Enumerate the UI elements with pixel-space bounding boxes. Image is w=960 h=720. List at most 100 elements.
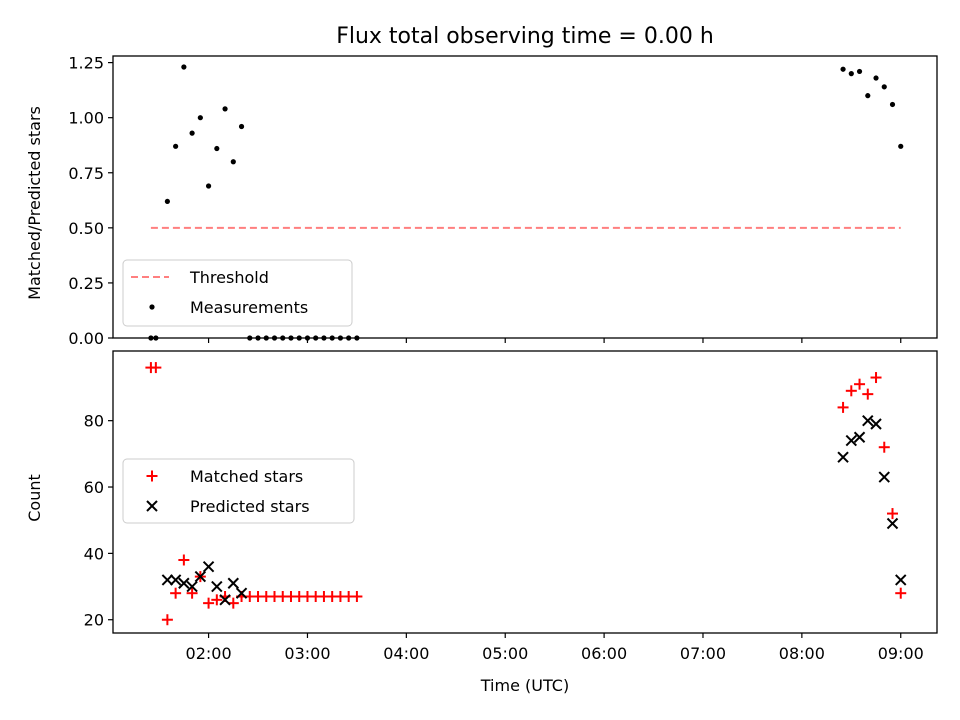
chart-2-point xyxy=(150,362,162,374)
chart-2-point xyxy=(878,471,890,483)
chart-1-point xyxy=(181,64,187,70)
chart-2-point xyxy=(895,587,907,599)
chart-2-point-b xyxy=(194,570,207,583)
chart-2-point-b xyxy=(178,577,190,589)
chart-1-point xyxy=(889,101,896,108)
chart-1-point xyxy=(873,75,879,81)
chart-2-series-predicted-stars xyxy=(161,414,907,606)
chart-2-legend-handle-b xyxy=(146,500,158,512)
chart-2-legend-handle xyxy=(146,500,158,512)
chart-1-point xyxy=(881,84,887,90)
chart-2-point-b xyxy=(227,577,240,589)
chart-2-point-b xyxy=(845,434,858,447)
chart-2-legend-item: Predicted stars xyxy=(146,497,310,516)
chart-2-axes-frame xyxy=(112,350,938,634)
chart-2-point xyxy=(870,418,882,430)
chart-2-ytick-label: 40 xyxy=(84,544,104,563)
chart-2-xtick-label: 06:00 xyxy=(581,644,627,663)
chart-1-ytick-label: 0.25 xyxy=(68,274,104,293)
chart-2-point xyxy=(170,587,182,599)
chart-2-point-b xyxy=(202,560,215,573)
chart-2-point xyxy=(194,570,207,583)
chart-1-point xyxy=(164,198,170,205)
chart-2-point xyxy=(870,372,882,384)
chart-2-point xyxy=(887,508,899,520)
chart-2-ylabel: Count xyxy=(25,474,44,522)
chart-1-legend-item: Threshold xyxy=(131,268,269,287)
chart-2-point-b xyxy=(853,431,866,443)
chart-2-point-b xyxy=(886,517,899,530)
chart-1-series-measurements xyxy=(148,64,904,341)
chart-1-point xyxy=(189,130,195,136)
chart-2-point xyxy=(186,580,198,593)
chart-2-point xyxy=(895,574,907,586)
chart-1-legend-item: Measurements xyxy=(149,298,308,317)
chart-1-ytick-label: 1.25 xyxy=(68,54,104,73)
chart-2-point xyxy=(211,580,223,593)
chart-1-point xyxy=(173,143,179,149)
chart-2-xtick-label: 04:00 xyxy=(383,644,429,663)
chart-1-point xyxy=(865,93,871,99)
chart-1-legend-box xyxy=(122,259,353,327)
chart-2-xtick-label: 07:00 xyxy=(680,644,726,663)
figure-title: Flux total observing time = 0.00 h xyxy=(336,24,714,49)
chart-2-point xyxy=(845,434,858,447)
chart-2-point xyxy=(211,594,223,606)
chart-1-point xyxy=(848,71,854,77)
chart-1-ylabel: Matched/Predicted stars xyxy=(25,106,44,300)
chart-1-ytick-label: 1.00 xyxy=(68,109,104,128)
chart-2-point-b xyxy=(878,471,890,483)
chart-2-xtick-label: 09:00 xyxy=(878,644,924,663)
chart-2-point xyxy=(203,597,215,609)
chart-2-point xyxy=(202,560,215,573)
chart-2-point xyxy=(219,594,231,606)
chart-1-axes-frame xyxy=(112,55,938,339)
chart-2-legend-box xyxy=(122,458,355,524)
chart-2-point-b xyxy=(870,418,882,430)
chart-2: 20 40 60 80 02:00 03:00 04:00 05:00 06:00 07:00 08… xyxy=(25,350,938,695)
chart-2-xtick-label: 08:00 xyxy=(779,644,825,663)
chart-2-ytick-label: 80 xyxy=(84,412,104,431)
chart-2-point-b xyxy=(862,414,874,427)
chart-2-point-b xyxy=(235,587,248,599)
chart-1-point xyxy=(238,123,245,130)
chart-2-point xyxy=(227,577,240,589)
chart-2-point xyxy=(178,577,190,589)
chart-2-point-b xyxy=(837,451,849,463)
chart-2-point-b xyxy=(186,580,198,593)
chart-2-point xyxy=(235,587,248,599)
chart-2-xtick-label: 05:00 xyxy=(482,644,528,663)
chart-2-point xyxy=(854,378,866,390)
chart-1: 0.00 0.25 0.50 0.75 1.00 1.25 Matched/Predicte… xyxy=(25,54,938,348)
chart-2-point-b xyxy=(169,574,182,586)
chart-1-point xyxy=(222,106,228,112)
chart-2-ytick-label: 20 xyxy=(84,611,104,630)
chart-2-point xyxy=(161,614,173,626)
chart-2-point-b xyxy=(211,580,223,593)
chart-2-point xyxy=(853,431,866,443)
chart-2-point xyxy=(862,388,874,400)
chart-1-ytick-label: 0.75 xyxy=(68,164,104,183)
chart-2-point xyxy=(178,554,190,566)
chart-2-legend-label: Predicted stars xyxy=(190,497,310,516)
chart-1-point xyxy=(840,66,846,72)
chart-2-point xyxy=(886,517,899,530)
chart-2-legend: Matched stars Predicted stars xyxy=(122,458,355,524)
chart-2-legend-item: Matched stars xyxy=(146,467,303,486)
chart-1-ytick-label: 0.00 xyxy=(68,329,104,348)
chart-1-legend-label: Measurements xyxy=(190,298,308,317)
chart-1-legend-label: Threshold xyxy=(189,268,269,287)
chart-2-point xyxy=(837,451,849,463)
chart-2-point xyxy=(351,591,363,603)
chart-1-point xyxy=(205,183,212,189)
chart-2-xtick-label: 03:00 xyxy=(284,644,330,663)
chart-2-xlabel: Time (UTC) xyxy=(480,676,569,695)
chart-2-legend-handle xyxy=(146,470,158,482)
chart-2-point xyxy=(161,574,174,586)
chart-2-point-b xyxy=(161,574,174,586)
chart-1-point xyxy=(214,145,220,152)
chart-2-point xyxy=(862,414,874,427)
chart-1-legend: Threshold Measurements xyxy=(122,259,353,327)
chart-2-xtick-label: 02:00 xyxy=(186,644,232,663)
chart-2-point xyxy=(845,385,857,397)
